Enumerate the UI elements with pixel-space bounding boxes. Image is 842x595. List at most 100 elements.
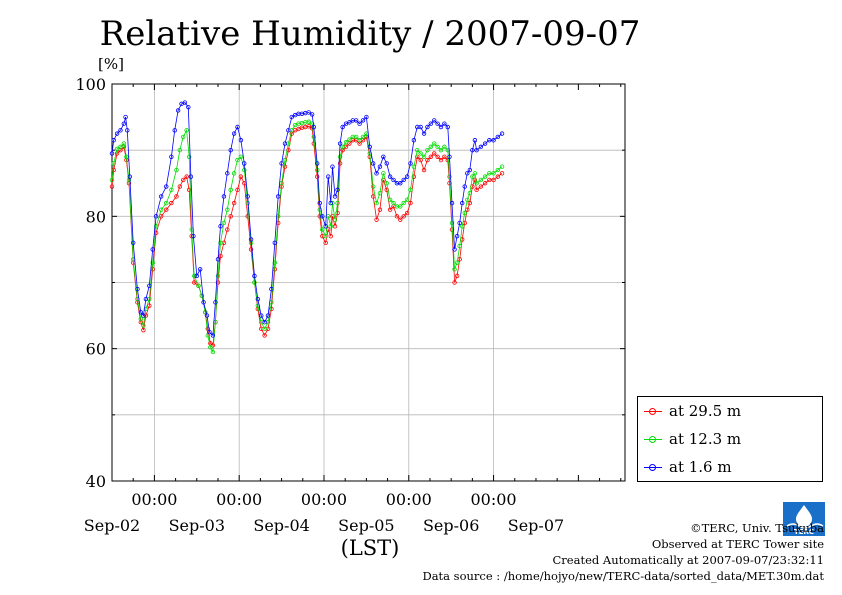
data-point xyxy=(201,300,206,305)
data-point xyxy=(174,194,179,199)
data-point xyxy=(196,283,201,289)
x-tick-label: 00:00 xyxy=(131,490,177,509)
data-point xyxy=(315,161,320,166)
data-point xyxy=(242,167,247,173)
data-point xyxy=(186,154,192,159)
data-point xyxy=(215,257,221,262)
date-label: Sep-02 xyxy=(84,516,140,535)
data-point xyxy=(174,167,179,173)
data-point xyxy=(340,144,345,150)
data-point xyxy=(255,296,261,302)
data-point xyxy=(467,190,473,196)
date-label: Sep-04 xyxy=(253,516,309,535)
data-point xyxy=(487,171,492,176)
data-point xyxy=(182,100,188,105)
data-point xyxy=(454,273,460,279)
data-point xyxy=(401,200,406,206)
data-point xyxy=(370,161,376,166)
legend-item-12-3m: at 12.3 m xyxy=(638,429,824,451)
data-point xyxy=(306,110,311,115)
data-point xyxy=(340,124,345,130)
legend-item-29-5m: at 29.5 m xyxy=(638,401,824,423)
data-point xyxy=(184,128,189,133)
data-point xyxy=(309,121,315,126)
data-point xyxy=(309,112,315,117)
data-point xyxy=(238,138,244,143)
data-point xyxy=(242,161,247,166)
data-point xyxy=(164,184,169,189)
data-point xyxy=(449,220,455,226)
data-point xyxy=(328,224,333,229)
data-point xyxy=(394,214,400,219)
data-point xyxy=(153,214,159,219)
data-point xyxy=(462,184,467,189)
data-point xyxy=(459,224,465,229)
data-point xyxy=(192,273,197,279)
data-point xyxy=(109,184,115,189)
data-point xyxy=(411,164,417,169)
data-point xyxy=(445,124,450,130)
date-label: Sep-03 xyxy=(169,516,225,535)
data-point xyxy=(432,141,437,146)
series-layer xyxy=(109,100,505,355)
data-point xyxy=(111,161,116,166)
data-point xyxy=(147,283,152,289)
data-point xyxy=(141,313,146,318)
data-point xyxy=(228,187,233,193)
data-point xyxy=(289,114,294,120)
data-point xyxy=(432,151,437,156)
data-point xyxy=(111,167,116,173)
data-point xyxy=(330,164,335,169)
y-tick-label: 40 xyxy=(86,472,106,491)
data-point xyxy=(499,171,505,176)
data-point xyxy=(482,181,488,186)
data-point xyxy=(459,200,465,206)
data-point xyxy=(391,200,396,206)
data-point xyxy=(127,174,133,179)
data-point xyxy=(199,293,205,298)
data-point xyxy=(454,260,460,265)
data-point xyxy=(435,154,440,159)
data-point xyxy=(447,154,452,159)
data-point xyxy=(252,273,257,279)
data-point xyxy=(114,151,120,156)
data-point xyxy=(221,220,227,226)
data-point xyxy=(442,154,447,159)
data-point xyxy=(377,190,383,196)
data-point xyxy=(186,104,191,110)
data-point xyxy=(245,200,250,206)
legend-marker-12-3m xyxy=(649,436,656,443)
data-point xyxy=(387,207,393,212)
data-point xyxy=(323,240,328,245)
series-1 xyxy=(109,124,505,348)
data-point xyxy=(262,320,267,325)
legend: at 29.5 m at 12.3 m at 1.6 m xyxy=(637,396,823,482)
data-point xyxy=(135,286,140,292)
series-3 xyxy=(109,100,505,338)
data-point xyxy=(442,144,447,150)
y-axis-unit: [%] xyxy=(98,55,124,73)
data-point xyxy=(432,118,437,123)
data-point xyxy=(435,121,440,126)
data-point xyxy=(125,128,130,133)
data-point xyxy=(147,303,152,308)
data-point xyxy=(265,313,271,318)
data-point xyxy=(465,197,470,202)
data-point xyxy=(391,177,396,183)
data-point xyxy=(457,243,462,249)
data-point xyxy=(141,327,146,333)
data-point xyxy=(255,303,261,308)
data-point xyxy=(452,247,457,252)
x-tick-label: 00:00 xyxy=(216,490,262,509)
legend-label-1-6m: at 1.6 m xyxy=(669,458,732,476)
data-point xyxy=(404,174,410,179)
data-point xyxy=(335,200,340,206)
data-point xyxy=(150,260,155,265)
data-point xyxy=(205,333,211,338)
data-point xyxy=(472,171,478,176)
data-point xyxy=(428,144,434,150)
data-point xyxy=(194,273,199,279)
data-point xyxy=(438,124,444,130)
data-point xyxy=(374,200,379,206)
data-point xyxy=(421,154,427,159)
